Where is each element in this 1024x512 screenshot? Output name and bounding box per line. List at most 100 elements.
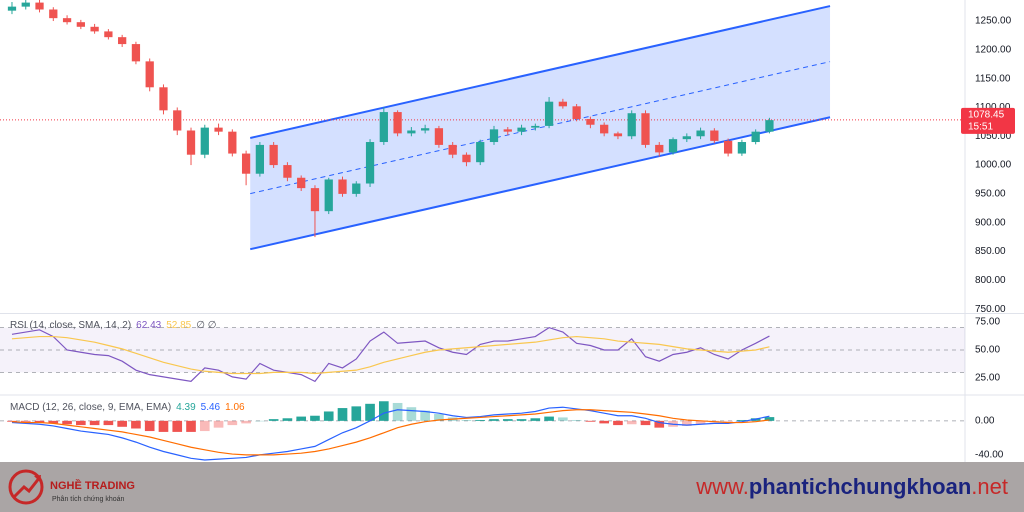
y-tick-label: 800.00 <box>975 275 1006 286</box>
histogram-bar <box>76 420 86 426</box>
candle-body <box>407 130 416 134</box>
y-tick-label: 850.00 <box>975 246 1006 257</box>
histogram-bar <box>282 418 293 421</box>
candle-body <box>737 142 747 154</box>
histogram-bar <box>613 420 623 426</box>
y-tick-label: 1000.00 <box>975 160 1012 171</box>
histogram-bar <box>585 420 596 422</box>
candle-body <box>710 130 719 141</box>
candle-body <box>586 118 595 125</box>
histogram-bar <box>131 420 141 429</box>
histogram-bar <box>241 420 251 424</box>
histogram-bar <box>48 420 59 424</box>
brand: NGHỀ TRADING <box>50 480 135 492</box>
series-line <box>11 406 770 461</box>
y-tick-label: 25.00 <box>975 373 1000 384</box>
candle-body <box>723 140 733 154</box>
candle-body <box>448 144 457 155</box>
series-line <box>11 409 770 456</box>
candle-body <box>613 133 623 137</box>
candle-body <box>682 136 691 140</box>
candle-body <box>655 144 664 153</box>
candle-body <box>173 110 182 131</box>
histogram-bar <box>34 420 45 423</box>
histogram-bar <box>502 419 513 421</box>
candle-body <box>765 120 774 132</box>
legend-value: 52.85 <box>166 320 191 331</box>
histogram-bar <box>323 411 334 421</box>
last-price-tag <box>961 107 1015 134</box>
candle-body <box>352 183 361 194</box>
candle-body <box>517 127 526 132</box>
legend-value: 5.46 <box>201 402 221 413</box>
candle-body <box>131 44 141 62</box>
histogram-bar <box>199 420 210 432</box>
footer: NGHỀ TRADING Phân tích chứng khoán www.p… <box>0 462 1024 512</box>
url-prefix: www. <box>696 474 749 499</box>
candle-body <box>751 131 760 143</box>
histogram-bar <box>89 420 100 426</box>
channel-lower <box>250 116 831 251</box>
histogram-bar <box>379 401 389 421</box>
histogram-bar <box>186 420 196 432</box>
candle-body <box>338 179 347 194</box>
y-tick-label: 75.00 <box>975 317 1000 328</box>
series-line <box>11 335 770 375</box>
candle-body <box>118 37 127 45</box>
histogram-bar <box>351 406 362 421</box>
histogram-bar <box>117 420 127 427</box>
url-suffix: .net <box>971 474 1008 499</box>
candle-body <box>200 127 209 155</box>
candle-body <box>572 106 581 119</box>
logo <box>8 469 44 505</box>
histogram-bar <box>158 420 169 432</box>
legend-value: ∅ ∅ <box>196 320 216 331</box>
candle-body <box>696 130 705 137</box>
histogram-bar <box>599 420 609 424</box>
y-tick-label: 950.00 <box>975 189 1006 200</box>
histogram-bar <box>571 419 582 421</box>
candle-body <box>434 128 444 145</box>
chart: 750.00 800.00 850.00 900.00 950.00 1000.00 105… <box>0 0 1024 462</box>
histogram-bar <box>310 415 320 421</box>
candle-body <box>421 128 430 131</box>
histogram-bar <box>764 417 775 421</box>
histogram-bar <box>213 420 224 428</box>
histogram-bar <box>144 420 155 432</box>
candle-body <box>531 125 540 128</box>
histogram-bar <box>737 419 747 421</box>
candle-body <box>489 129 499 143</box>
candle-body <box>324 179 333 212</box>
candle-body <box>544 101 554 126</box>
histogram-bar <box>640 420 651 426</box>
histogram-bar <box>227 420 238 426</box>
tagline: Phân tích chứng khoán <box>52 496 125 503</box>
candle-body <box>476 142 485 163</box>
histogram-bar <box>62 420 72 425</box>
histogram-bar <box>695 420 706 425</box>
candle-body <box>76 22 85 27</box>
y-tick-label: -40.00 <box>975 450 1004 461</box>
y-tick-label: 750.00 <box>975 304 1006 315</box>
candle-body <box>269 144 278 166</box>
histogram-bar <box>296 416 307 421</box>
candle-body <box>186 130 196 155</box>
histogram-bar <box>530 418 541 421</box>
candle-body <box>7 6 17 11</box>
url-name: phantichchungkhoan <box>748 474 972 499</box>
histogram-bar <box>461 419 472 421</box>
candle-body <box>49 9 58 19</box>
candle-body <box>283 165 292 178</box>
histogram-bar <box>544 416 554 421</box>
histogram-bar <box>475 419 486 421</box>
candle-body <box>641 113 650 145</box>
candle-body <box>90 26 99 32</box>
candle-body <box>21 2 30 7</box>
y-tick-label: 900.00 <box>975 217 1006 228</box>
histogram-bar <box>654 420 665 428</box>
candle-body <box>145 61 154 88</box>
indicator-title: RSI (14, close, SMA, 14, 2) <box>10 320 131 331</box>
y-tick-label: 1150.00 <box>975 73 1011 84</box>
candle-body <box>365 142 375 184</box>
legend-value: 1.06 <box>225 402 245 413</box>
